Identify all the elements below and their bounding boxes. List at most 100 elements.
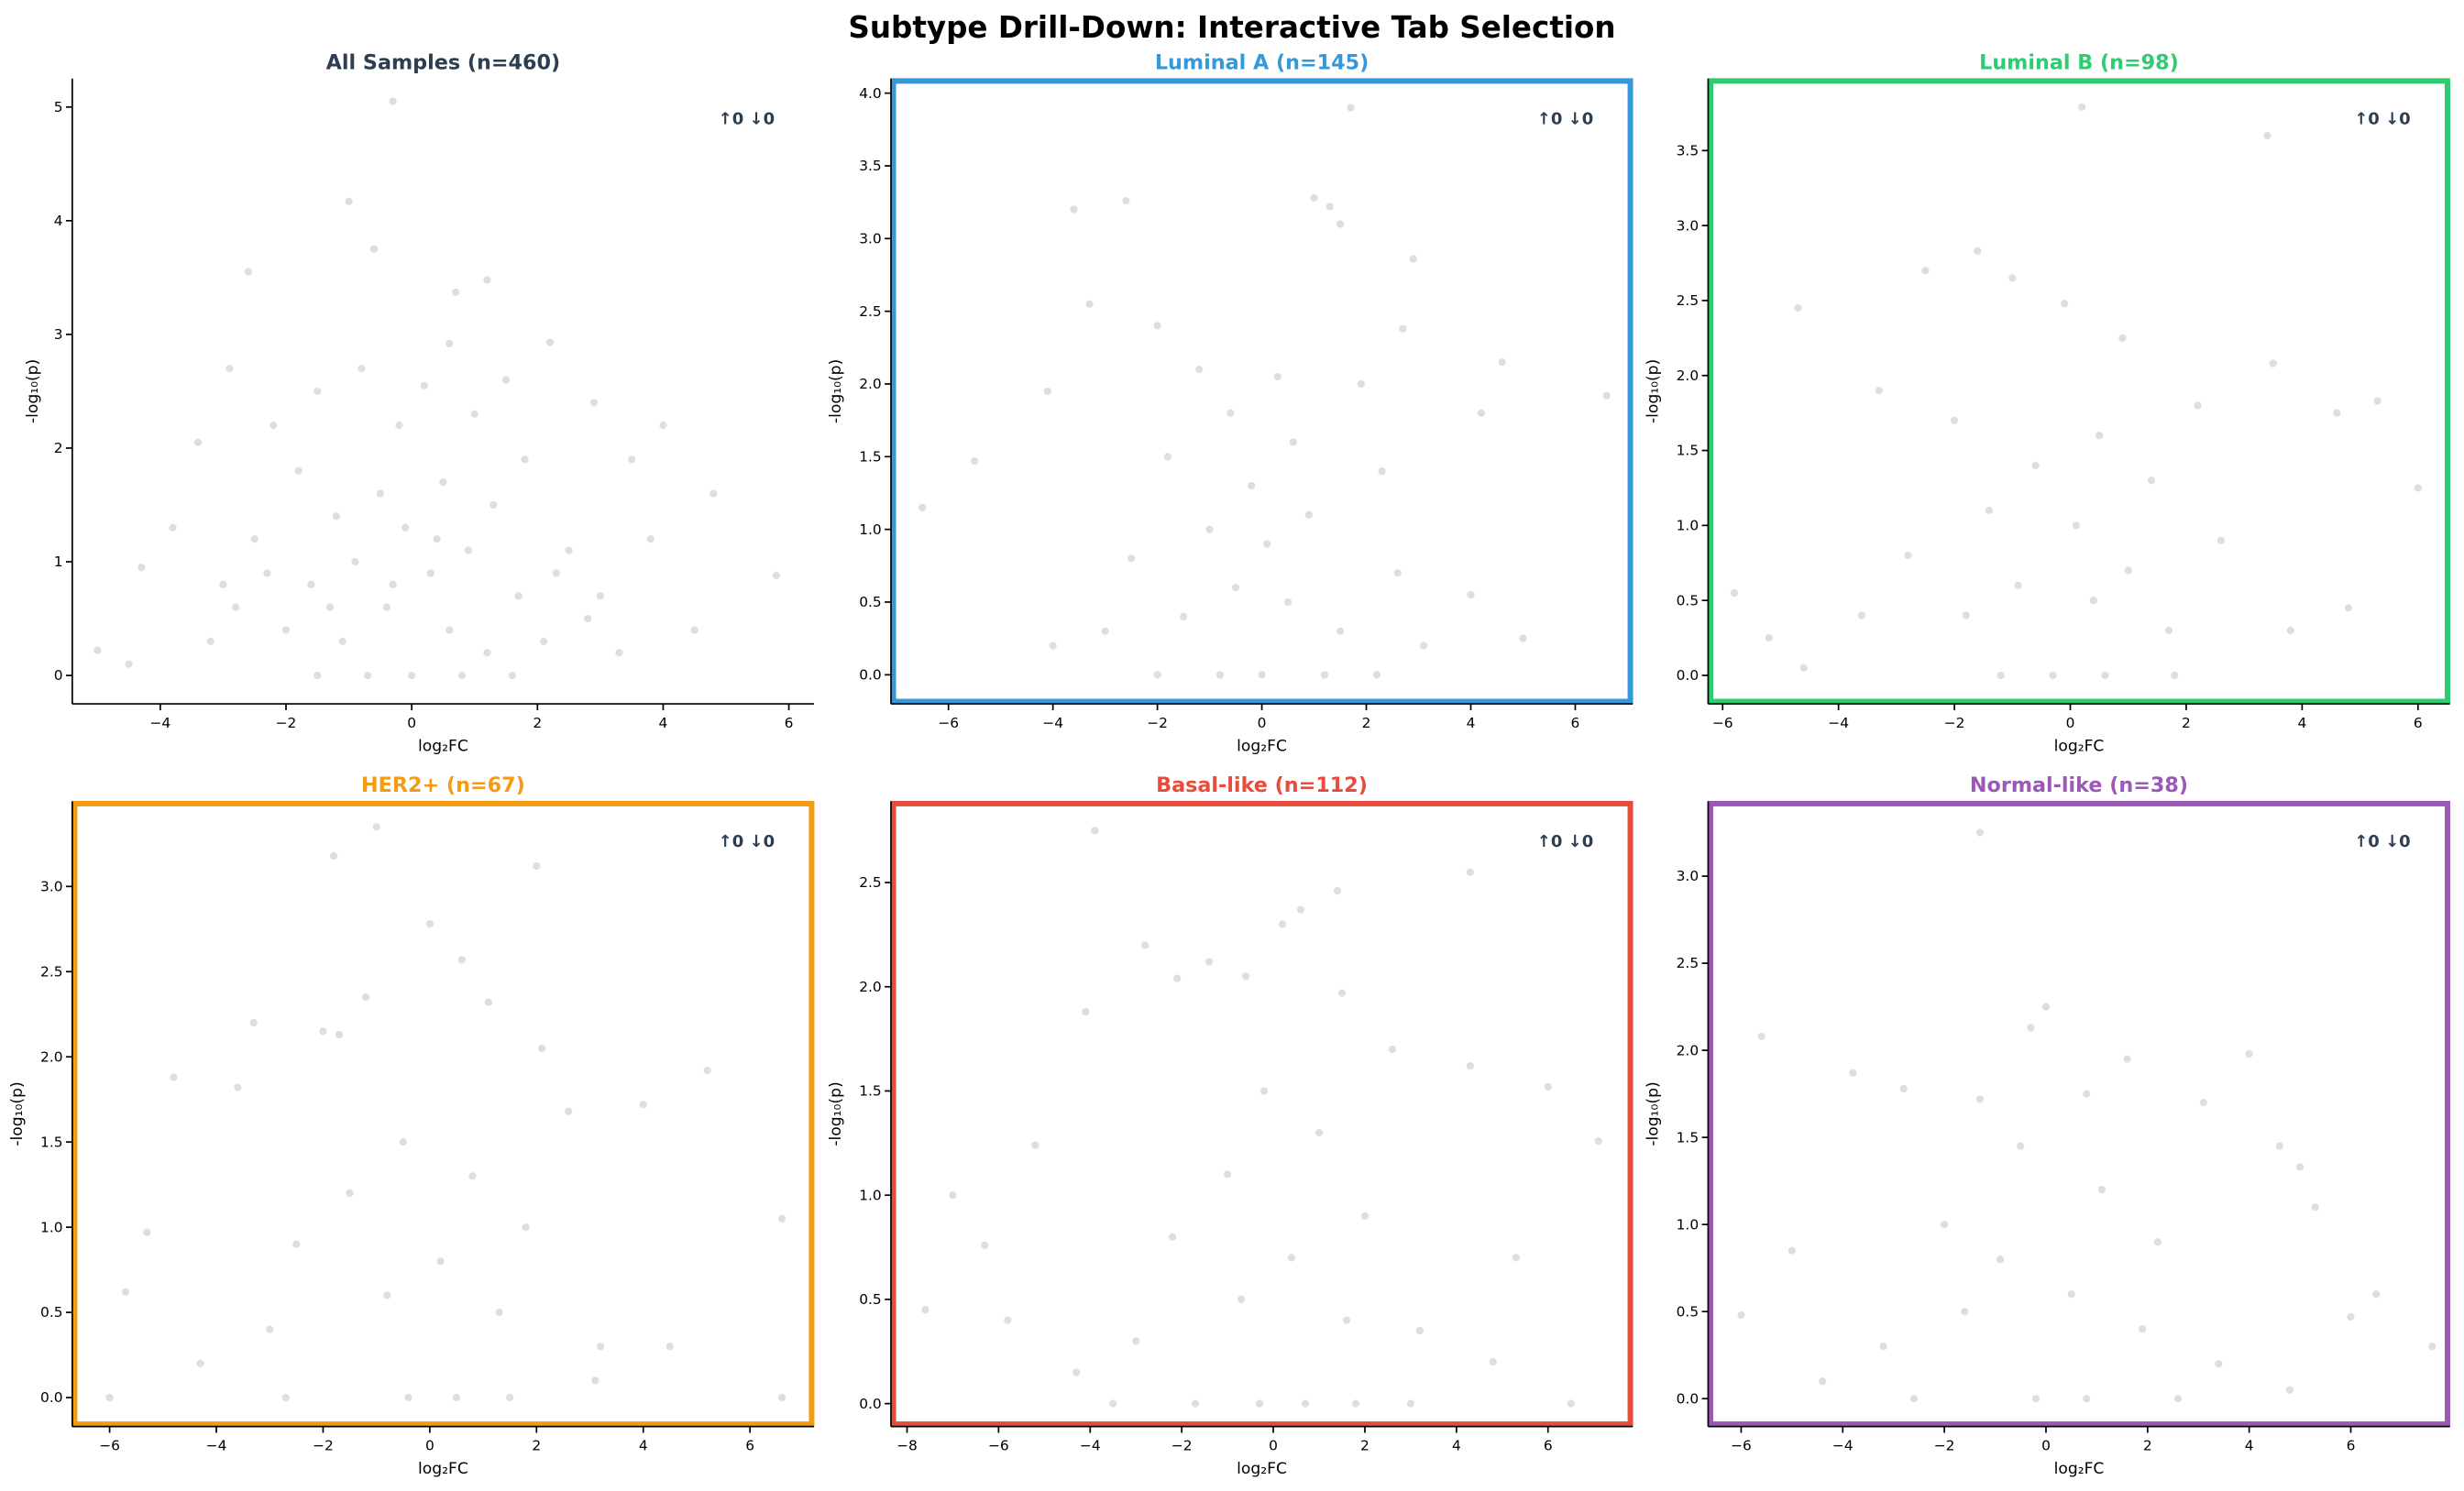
panel-all-samples[interactable]: All Samples (n=460) −4 −2 0 2 4 6 0 1 2 3 4 5 log₂FC -… xyxy=(24,50,814,756)
data-point xyxy=(1794,304,1802,312)
data-point xyxy=(2147,477,2156,485)
panel-basal-like[interactable]: Basal-like (n=112) −8 −6 −4 0 2 4 6 −2 0.0 0.5 1.0 1… xyxy=(827,773,1634,1478)
data-point xyxy=(1357,379,1365,389)
y-tick-label: 2.0 xyxy=(1677,367,1700,384)
data-point xyxy=(981,1241,989,1249)
data-point xyxy=(514,592,522,600)
data-point xyxy=(234,1083,242,1091)
data-point xyxy=(464,546,472,554)
points xyxy=(105,823,786,1402)
data-point xyxy=(105,1393,114,1402)
y-tick-label: 2 xyxy=(54,440,63,456)
data-point xyxy=(1337,989,1347,997)
data-point xyxy=(2333,409,2341,417)
data-point xyxy=(329,851,338,860)
y-tick-label: 0 xyxy=(54,667,63,684)
data-point xyxy=(1594,1136,1602,1146)
data-point xyxy=(1342,1316,1351,1324)
x-tick-label: −2 xyxy=(276,715,297,731)
data-point xyxy=(1163,453,1172,461)
data-point xyxy=(2096,432,2104,440)
data-point xyxy=(777,1393,786,1402)
data-point xyxy=(615,649,623,657)
data-point xyxy=(2295,1163,2304,1171)
data-point xyxy=(2097,1186,2106,1194)
panel-her2[interactable]: HER2+ (n=67) −6 −4 −2 0 2 4 6 0.0 0.5 1.0 1.5 2.0 2.5… xyxy=(8,773,815,1478)
data-point xyxy=(351,557,359,566)
data-point xyxy=(345,197,353,205)
data-point xyxy=(372,823,380,831)
data-point xyxy=(703,1066,711,1075)
data-point xyxy=(1336,220,1345,228)
data-point xyxy=(2008,274,2017,282)
data-point xyxy=(2194,401,2202,410)
data-point xyxy=(121,1288,130,1296)
x-tick-label: −6 xyxy=(1712,715,1733,731)
data-point xyxy=(710,489,718,498)
data-point xyxy=(1101,627,1109,635)
y-tick-label: 0.5 xyxy=(40,1304,63,1321)
y-axis-label: -log₁₀(p) xyxy=(24,359,42,423)
data-point xyxy=(263,569,271,577)
data-point xyxy=(2428,1343,2436,1351)
selection-border xyxy=(72,800,815,1428)
data-point xyxy=(2285,1386,2294,1394)
data-point xyxy=(1388,1045,1397,1054)
y-tick-label: 3.0 xyxy=(859,230,882,247)
y-tick-label: 2.5 xyxy=(859,303,882,320)
data-point xyxy=(433,535,441,543)
data-point xyxy=(2245,1049,2253,1058)
data-point xyxy=(1857,611,1866,619)
data-point xyxy=(358,365,366,373)
data-point xyxy=(949,1191,957,1200)
data-point xyxy=(1567,1399,1575,1408)
selection-border xyxy=(1708,800,2450,1428)
data-point xyxy=(483,276,491,284)
data-point xyxy=(250,535,258,543)
data-point xyxy=(2372,1290,2381,1299)
data-point xyxy=(1004,1316,1012,1324)
data-point xyxy=(490,500,498,510)
y-tick-label: 5 xyxy=(54,99,63,115)
data-point xyxy=(1899,1084,1908,1093)
data-point xyxy=(1049,641,1057,650)
panel-grid: All Samples (n=460) −4 −2 0 2 4 6 0 1 2 3 4 5 log₂FC -… xyxy=(8,50,2450,1478)
data-point xyxy=(138,564,146,572)
x-axis-label: log₂FC xyxy=(418,1460,468,1478)
x-axis-label: log₂FC xyxy=(418,738,468,756)
data-point xyxy=(281,626,291,634)
x-tick-label: 4 xyxy=(1467,715,1476,731)
x-tick-label: 0 xyxy=(1269,1437,1278,1453)
data-point xyxy=(1975,828,1985,837)
selection-border xyxy=(1708,78,2450,705)
x-tick-label: 6 xyxy=(745,1437,754,1453)
x-tick-label: −4 xyxy=(149,715,170,731)
data-point xyxy=(2031,461,2040,470)
panel-luminal-b[interactable]: Luminal B (n=98) −6 −4 −2 0 2 4 6 0.0 0.5 1.0 1.5 2.… xyxy=(1644,50,2450,756)
data-point xyxy=(1985,506,1994,515)
panel-luminal-a[interactable]: Luminal A (n=145) −6 −4 −2 0 2 4 6 0.0 0.5 1.0 1.5 2… xyxy=(827,50,1634,756)
data-point xyxy=(2067,1290,2075,1299)
x-tick-label: 4 xyxy=(2297,715,2306,731)
data-point xyxy=(2311,1203,2319,1211)
data-point xyxy=(319,1027,327,1036)
y-tick-label: 0.5 xyxy=(859,594,882,610)
data-point xyxy=(399,1138,407,1146)
data-point xyxy=(143,1228,151,1236)
x-tick-label: −4 xyxy=(1832,1437,1854,1453)
data-point xyxy=(266,1325,274,1333)
y-tick-label: 1.5 xyxy=(859,1083,882,1100)
data-point xyxy=(2123,1055,2131,1063)
data-point xyxy=(2269,359,2277,367)
data-point xyxy=(1975,1095,1985,1103)
data-point xyxy=(402,523,410,532)
data-point xyxy=(591,1376,600,1385)
x-tick-label: 4 xyxy=(2245,1437,2254,1453)
y-tick-label: 0.0 xyxy=(859,666,882,683)
data-point xyxy=(2014,581,2022,589)
data-point xyxy=(420,381,428,389)
y-tick-label: 2.0 xyxy=(40,1048,63,1065)
panel-normal-like[interactable]: Normal-like (n=38) −6 −4 −2 0 2 4 6 0.0 0.5 1.0 1.5… xyxy=(1644,773,2450,1478)
data-point xyxy=(2072,521,2080,530)
